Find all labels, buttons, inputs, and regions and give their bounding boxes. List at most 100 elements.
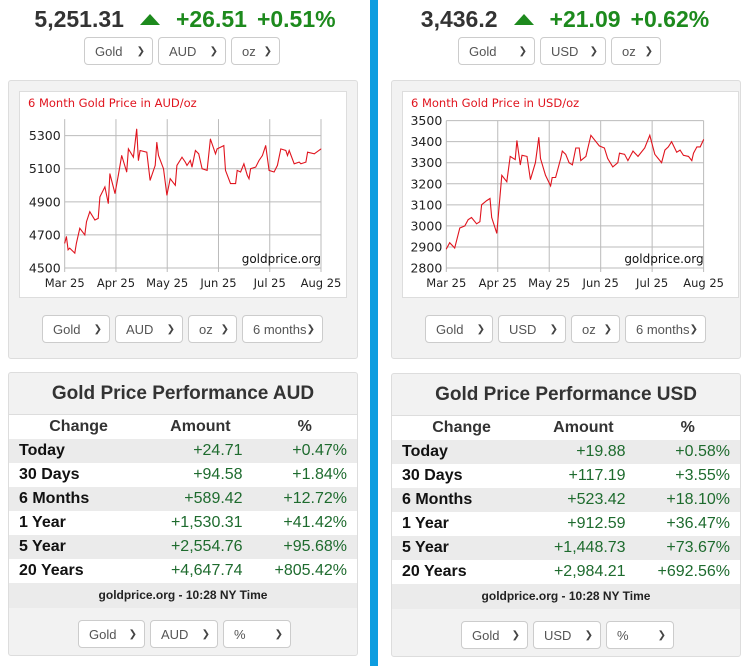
- perf-metal-select[interactable]: Gold ❯: [461, 621, 528, 649]
- data-point: [240, 171, 241, 173]
- data-point: [619, 152, 620, 154]
- data-point: [273, 171, 275, 173]
- data-point: [627, 160, 629, 162]
- row-pct: +805.42%: [274, 562, 347, 579]
- data-point: [163, 168, 164, 170]
- currency-select[interactable]: AUD ❯: [158, 37, 226, 65]
- chevron-down-icon: ❯: [603, 323, 612, 335]
- data-point: [696, 146, 698, 148]
- perf-metal-select[interactable]: Gold ❯: [78, 620, 145, 648]
- select-value: %: [617, 627, 629, 643]
- row-amount: +523.42: [531, 488, 636, 512]
- price-line: [445, 133, 705, 250]
- perf-unit-select[interactable]: % ❯: [606, 621, 674, 649]
- data-point: [454, 247, 456, 249]
- chart-currency-select[interactable]: USD ❯: [498, 315, 566, 343]
- x-tick-label: Mar 25: [426, 276, 466, 290]
- data-point: [248, 178, 250, 180]
- perf-currency-select[interactable]: USD ❯: [533, 621, 601, 649]
- data-point: [136, 128, 138, 130]
- currency-select[interactable]: USD ❯: [540, 37, 606, 65]
- chart-unit-select[interactable]: oz ❯: [188, 315, 237, 343]
- metal-select[interactable]: Gold ❯: [458, 37, 535, 65]
- table-row: 6 Months +523.42 +18.10%: [392, 488, 740, 512]
- chart-metal-select[interactable]: Gold ❯: [425, 315, 493, 343]
- chart-unit-select[interactable]: oz ❯: [571, 315, 620, 343]
- data-point: [449, 242, 451, 244]
- data-point: [471, 217, 472, 218]
- perf-unit-select[interactable]: % ❯: [223, 620, 291, 648]
- data-point: [676, 151, 678, 153]
- chart-watermark: goldprice.org: [242, 252, 321, 266]
- data-point: [688, 155, 689, 157]
- data-point: [540, 158, 541, 159]
- data-point: [189, 160, 191, 161]
- data-point: [69, 247, 71, 249]
- column-header-pct: %: [297, 418, 312, 435]
- data-point: [575, 147, 577, 149]
- data-point: [198, 153, 200, 155]
- chevron-down-icon: ❯: [657, 629, 666, 641]
- table-row: Today +19.88 +0.58%: [392, 440, 740, 464]
- data-point: [261, 155, 263, 156]
- chart-range-select[interactable]: 6 months ❯: [242, 315, 323, 343]
- row-pct: +18.10%: [635, 488, 740, 512]
- chevron-down-icon: ❯: [128, 628, 137, 640]
- chart-currency-select[interactable]: AUD ❯: [115, 315, 183, 343]
- row-amount: +24.71: [148, 439, 253, 463]
- data-point: [176, 165, 178, 166]
- data-point: [194, 150, 196, 151]
- data-point: [516, 140, 518, 142]
- column-header-change: Change: [432, 419, 491, 436]
- data-point: [121, 155, 123, 156]
- x-tick-label: Apr 25: [97, 276, 135, 290]
- data-point: [464, 225, 466, 227]
- data-point: [491, 217, 493, 218]
- chevron-down-icon: ❯: [263, 45, 272, 57]
- x-tick-label: May 25: [528, 276, 570, 290]
- row-amount: +94.58: [193, 466, 243, 483]
- row-label: 1 Year: [402, 515, 449, 532]
- chart-watermark: goldprice.org: [624, 252, 703, 266]
- metal-select[interactable]: Gold ❯: [84, 37, 153, 65]
- data-point: [293, 163, 295, 165]
- unit-select[interactable]: oz ❯: [231, 37, 280, 65]
- price-change-pct: +0.51%: [256, 6, 336, 32]
- spot-price: 5,251.31: [34, 6, 124, 32]
- chevron-down-icon: ❯: [549, 323, 558, 335]
- data-point: [526, 155, 528, 157]
- chevron-down-icon: ❯: [689, 323, 698, 335]
- data-point: [89, 211, 91, 213]
- row-amount: +912.59: [567, 515, 626, 532]
- data-point: [545, 174, 546, 176]
- select-value: Gold: [53, 321, 81, 337]
- data-point: [206, 169, 208, 171]
- x-tick-label: Apr 25: [479, 276, 517, 290]
- performance-panel: Gold Price Performance USD Change Amount…: [391, 373, 741, 657]
- select-value: oz: [582, 321, 596, 337]
- select-value: Gold: [436, 321, 464, 337]
- unit-select-value: oz: [622, 43, 636, 59]
- chart-metal-select[interactable]: Gold ❯: [42, 315, 110, 343]
- data-point: [529, 179, 531, 180]
- data-point: [184, 161, 186, 163]
- price-change: +26.51: [175, 6, 247, 32]
- chart-range-select[interactable]: 6 months ❯: [625, 315, 706, 343]
- row-label: 20 Years: [19, 562, 84, 579]
- data-point: [156, 141, 158, 143]
- perf-currency-select[interactable]: AUD ❯: [150, 620, 218, 648]
- y-tick-label: 4900: [29, 194, 61, 209]
- data-point: [598, 145, 600, 147]
- data-point: [445, 248, 447, 250]
- data-point: [514, 159, 516, 160]
- data-point: [287, 155, 288, 156]
- table-header: Change Amount %: [9, 415, 357, 439]
- data-point: [521, 154, 523, 156]
- data-point: [67, 249, 69, 251]
- data-point: [298, 161, 300, 163]
- data-point: [578, 147, 580, 149]
- select-value: AUD: [126, 321, 154, 337]
- unit-select[interactable]: oz ❯: [611, 37, 661, 65]
- data-point: [320, 148, 322, 150]
- performance-title: Gold Price Performance USD: [392, 374, 740, 416]
